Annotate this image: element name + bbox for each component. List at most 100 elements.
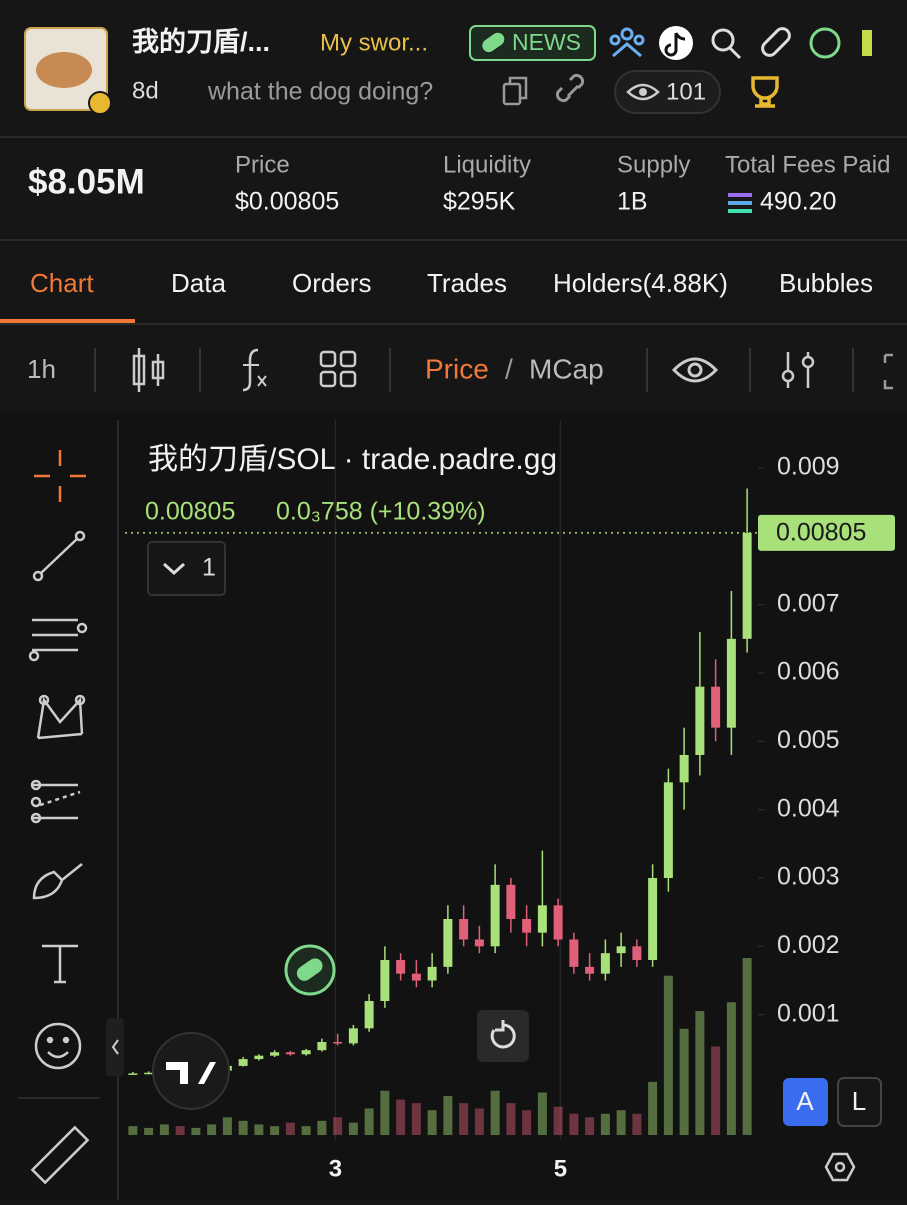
tab[interactable]: Trades: [427, 268, 507, 298]
volume-bar: [537, 1092, 547, 1135]
candle-body: [443, 919, 453, 967]
candle-body: [411, 973, 421, 981]
community-icon[interactable]: [609, 27, 645, 58]
candle-body: [396, 960, 406, 974]
volume-bar: [648, 1081, 658, 1135]
log-scale-button[interactable]: [837, 1077, 882, 1127]
token-subtitle: My swor...: [320, 29, 428, 56]
dollar-icon[interactable]: [809, 27, 841, 59]
eye-icon: [626, 83, 660, 101]
volume-bar: [600, 1113, 610, 1135]
mcap-toggle[interactable]: MCap: [529, 353, 604, 384]
drawing-tools[interactable]: [28, 530, 90, 1185]
stat-value: $0.00805: [235, 188, 339, 216]
tradingview-logo[interactable]: [152, 1032, 230, 1110]
extra-icon[interactable]: [862, 30, 872, 56]
toolbar-separators: [94, 348, 854, 392]
volume-bar: [207, 1124, 217, 1135]
stat-label: Price: [235, 151, 290, 178]
candle-type-icon[interactable]: [132, 348, 165, 392]
x-tick-label: 5: [554, 1155, 567, 1182]
fullscreen-icon[interactable]: [883, 353, 893, 390]
token-name: 我的刀盾/...: [132, 26, 270, 57]
candle-body: [616, 946, 626, 954]
volume-bar: [191, 1127, 201, 1135]
indicator-icon[interactable]: [242, 348, 259, 392]
candle-body: [585, 966, 595, 974]
avatar-badge: [88, 91, 112, 115]
volume-bar: [632, 1113, 642, 1135]
chart-title: 我的刀盾/SOL · trade.padre.gg: [148, 443, 557, 476]
volume-bar: [364, 1108, 374, 1135]
link-icon[interactable]: [555, 73, 585, 103]
tab[interactable]: Holders(4.88K): [553, 268, 728, 298]
candle-body: [254, 1055, 264, 1060]
avatar-dog: [36, 52, 92, 88]
settings-icon[interactable]: [781, 352, 815, 388]
volume-bar: [411, 1103, 421, 1135]
tab[interactable]: Data: [171, 268, 226, 298]
crosshair-tool[interactable]: [34, 450, 86, 502]
y-tick-label: 0.005: [777, 726, 840, 754]
volume-bar: [726, 1002, 736, 1135]
volume-bar: [443, 1096, 453, 1135]
search-icon[interactable]: [711, 28, 742, 60]
candle-body: [348, 1028, 358, 1044]
interval[interactable]: 1h: [27, 354, 56, 384]
series-toggle[interactable]: [147, 541, 226, 596]
collapse-arrow: [111, 1039, 119, 1055]
y-tick-label: 0.003: [777, 863, 840, 891]
token-age: 8d: [132, 77, 159, 104]
candle-body: [553, 905, 563, 940]
pill-link-icon[interactable]: [760, 26, 793, 59]
volume-bar: [128, 1126, 138, 1135]
legend-price: 0.00805: [145, 498, 235, 526]
eye-pupil: [639, 88, 647, 96]
stat-label: Supply: [617, 151, 690, 178]
volume-bar: [679, 1028, 689, 1135]
collapse-handle[interactable]: [106, 1018, 124, 1076]
reset-button[interactable]: [477, 1010, 529, 1062]
candle-body: [380, 960, 390, 1001]
settings-hex[interactable]: [824, 1152, 856, 1182]
y-tick-label: 0.009: [777, 453, 840, 481]
volume-bar: [144, 1127, 154, 1135]
tab-active[interactable]: Chart: [30, 268, 94, 298]
candle-body: [317, 1042, 327, 1051]
volume-bar: [348, 1122, 358, 1135]
views-pill: [614, 70, 721, 114]
views-count: 101: [666, 78, 706, 105]
candle-body: [506, 884, 516, 919]
volume-bar: [333, 1117, 343, 1135]
copy-icon[interactable]: [502, 76, 528, 106]
candle-body: [285, 1052, 295, 1055]
candle-body: [569, 939, 579, 967]
layout-icon[interactable]: [319, 350, 357, 388]
visibility-icon[interactable]: [671, 357, 719, 383]
volume-bar: [301, 1126, 311, 1135]
tradingview-glyph: [166, 1062, 216, 1084]
volume-bar: [553, 1106, 563, 1135]
news-marker-pill: [296, 958, 323, 981]
candle-body: [270, 1052, 280, 1056]
news-label: NEWS: [512, 29, 581, 55]
candle-body: [522, 919, 532, 933]
volume-bar: [490, 1090, 500, 1135]
candle-body: [600, 953, 610, 974]
trophy-icon[interactable]: [751, 76, 779, 108]
volume-bar: [569, 1113, 579, 1135]
candle-body: [364, 1001, 374, 1029]
volume-bar: [616, 1110, 626, 1135]
pill-icon: [482, 32, 505, 53]
price-toggle[interactable]: Price: [425, 353, 489, 384]
tiktok-glyph: [664, 32, 686, 57]
auto-scale-label: A: [796, 1086, 814, 1116]
tab[interactable]: Bubbles: [779, 268, 873, 298]
candle-body: [648, 878, 658, 960]
tab[interactable]: Orders: [292, 268, 371, 298]
auto-scale-button[interactable]: [783, 1078, 828, 1126]
candle-body: [301, 1050, 311, 1055]
candle-body: [711, 686, 721, 728]
